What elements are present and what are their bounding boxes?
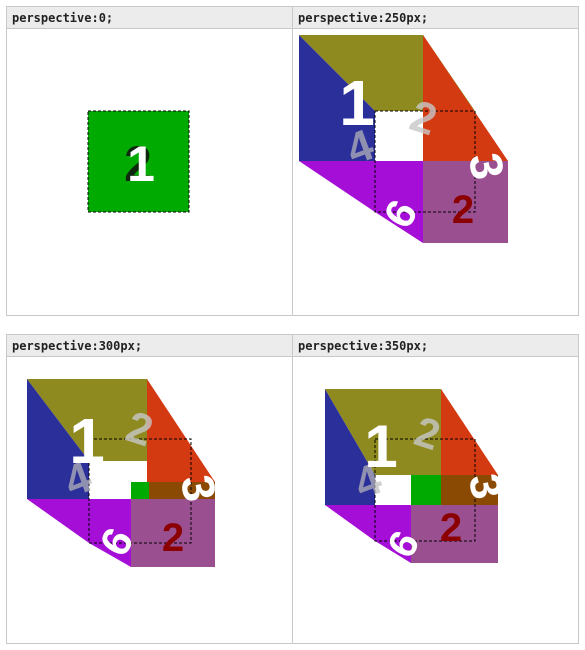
cube-bottom-face-right [423, 161, 508, 243]
cube-left-face [27, 379, 89, 499]
panel-label: perspective:300px; [7, 335, 292, 357]
cube-back-outline [374, 110, 476, 213]
face-label-back-inner: 2 [440, 506, 462, 550]
face-label-back-inner: 2 [452, 188, 474, 232]
panel-label: perspective:250px; [293, 7, 578, 29]
cube-left-face [325, 389, 375, 505]
cube-back-outline [88, 438, 192, 544]
cube-bottom-face-right [131, 499, 215, 567]
cube-front-face [131, 482, 149, 500]
cube-right-face-upper [441, 389, 498, 475]
face-label-back-inner: 2 [162, 516, 184, 560]
cube-left-face [299, 35, 375, 161]
cube-right-face-upper [423, 35, 508, 161]
cube-right-face-upper [147, 379, 215, 482]
face-label-front: 1 [339, 67, 375, 139]
panel-perspective-350: perspective:350px; 2 4 1 3 6 2 [292, 334, 579, 644]
cube-bottom-face-right [411, 505, 498, 563]
face-label-front: 1 [127, 136, 155, 192]
cube-front-face [87, 110, 190, 213]
panel-perspective-0: perspective:0; 2 1 [6, 6, 293, 316]
face-label-back: 2 [124, 136, 152, 192]
cube-scene: 2 1 [87, 110, 190, 213]
panel-label: perspective:350px; [293, 335, 578, 357]
face-label-front: 1 [69, 405, 105, 477]
panel-perspective-250: perspective:250px; 2 4 1 3 6 2 [292, 6, 579, 316]
cube-scene: 2 4 1 3 6 2 [27, 379, 227, 567]
cube-back-outline [374, 438, 476, 542]
face-label-front: 1 [364, 413, 397, 480]
cube-front-face [411, 475, 441, 505]
cube-scene: 2 4 1 3 6 2 [299, 35, 515, 243]
panel-perspective-300: perspective:300px; 2 4 1 3 6 2 [6, 334, 293, 644]
panel-label: perspective:0; [7, 7, 292, 29]
cube-scene: 2 4 1 3 6 2 [325, 389, 512, 565]
